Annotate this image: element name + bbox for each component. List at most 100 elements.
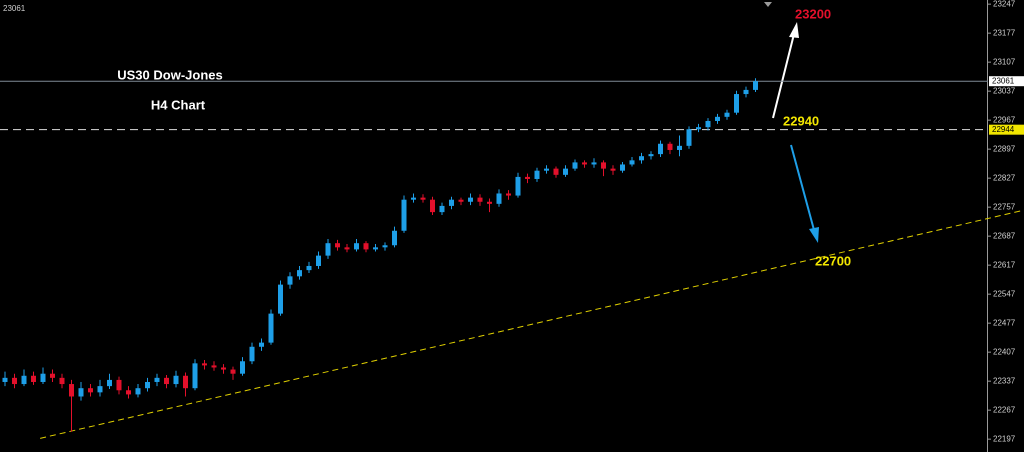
candle-body — [439, 205, 445, 213]
candle-body — [534, 170, 540, 179]
candle-body — [335, 243, 340, 248]
candle-body — [344, 247, 350, 250]
level-label: 22940 — [783, 113, 819, 128]
candle-body — [50, 373, 55, 378]
candle-body — [88, 388, 93, 393]
y-tick-label: 22897 — [993, 144, 1016, 153]
candle-body — [430, 199, 435, 213]
candle-body — [354, 243, 359, 250]
support-trendline — [40, 209, 1024, 439]
candle-body — [126, 390, 131, 395]
y-tick-label: 22407 — [993, 347, 1016, 356]
candle-body — [21, 375, 27, 385]
candle-body — [487, 201, 492, 204]
candle-body — [572, 162, 578, 169]
candle-body — [677, 145, 682, 150]
candle-body — [40, 373, 46, 382]
candle-body — [401, 199, 407, 231]
level-tag-label: 22944 — [992, 125, 1015, 134]
candle-body — [173, 375, 179, 385]
candle-body — [211, 365, 217, 368]
candle-body — [287, 276, 293, 285]
candle-body — [705, 120, 711, 128]
candle-body — [221, 367, 226, 370]
y-tick-label: 22477 — [993, 318, 1016, 327]
candle-body — [420, 197, 426, 200]
candle-body — [373, 247, 378, 250]
y-tick-label: 22757 — [993, 202, 1016, 211]
up-arrow — [772, 22, 799, 119]
candle-body — [601, 162, 606, 169]
chart-title: US30 Dow-Jones — [117, 67, 222, 82]
candle-body — [325, 243, 331, 256]
y-tick-label: 22687 — [993, 231, 1016, 240]
candle-body — [696, 127, 701, 130]
candle-body — [97, 386, 103, 393]
target-up-label: 23200 — [795, 6, 831, 21]
candle-body — [78, 388, 84, 397]
candle-body — [477, 197, 483, 202]
candle-body — [268, 313, 274, 343]
candle-body — [145, 381, 150, 389]
y-tick-label: 22197 — [993, 434, 1016, 443]
candle-body — [12, 377, 17, 385]
candle-body — [164, 377, 169, 385]
candle-body — [363, 243, 369, 250]
candle-body — [230, 369, 236, 374]
candle-body — [563, 168, 568, 175]
candle-body — [515, 176, 521, 196]
candle-body — [69, 384, 74, 397]
candle-body — [135, 388, 141, 395]
candle-body — [31, 375, 36, 382]
candle-body — [382, 245, 388, 248]
candle-body — [667, 143, 673, 150]
y-tick-label: 22267 — [993, 405, 1016, 414]
candle-body — [59, 377, 65, 385]
candle-body — [724, 112, 730, 117]
candle-body — [582, 162, 587, 165]
candle-body — [620, 164, 625, 171]
y-tick-label: 22617 — [993, 260, 1016, 269]
candle-body — [297, 270, 302, 277]
candle-body — [306, 265, 312, 271]
y-tick-label: 22547 — [993, 289, 1016, 298]
candle-body — [183, 375, 188, 389]
candle-body — [278, 284, 283, 314]
candle-body — [202, 363, 207, 366]
candle-body — [107, 379, 112, 387]
candle-body — [249, 346, 255, 362]
candle-body — [715, 116, 720, 121]
candle-body — [259, 342, 264, 347]
candle-body — [553, 168, 559, 175]
current-price-tag-label: 23061 — [992, 76, 1015, 85]
candle-body — [610, 168, 616, 171]
y-tick-label: 22967 — [993, 115, 1016, 124]
candle-body — [192, 363, 198, 389]
current-price-tag — [989, 76, 1024, 87]
y-tick-label: 22827 — [993, 173, 1016, 182]
candle-body — [629, 160, 635, 165]
candle-body — [316, 255, 321, 266]
candle-body — [240, 361, 245, 374]
level-tag — [989, 124, 1024, 135]
candle-body — [458, 199, 464, 202]
y-tick-label: 23037 — [993, 86, 1016, 95]
candle-body — [506, 193, 511, 196]
candle-body — [496, 193, 502, 204]
candle-body — [468, 197, 473, 202]
candle-body — [753, 81, 758, 90]
y-tick-label: 23247 — [993, 0, 1016, 8]
y-tick-label: 23107 — [993, 57, 1016, 66]
candle-body — [686, 129, 692, 146]
candle-body — [743, 89, 749, 95]
y-tick-label: 22337 — [993, 376, 1016, 385]
down-arrow — [790, 144, 819, 243]
candle-body — [2, 377, 8, 382]
candle-body — [544, 168, 549, 171]
candle-body — [411, 197, 416, 200]
candle-body — [734, 94, 739, 113]
corner-price: 23061 — [3, 4, 26, 13]
y-tick-label: 23177 — [993, 28, 1016, 37]
candle-body — [639, 156, 644, 161]
